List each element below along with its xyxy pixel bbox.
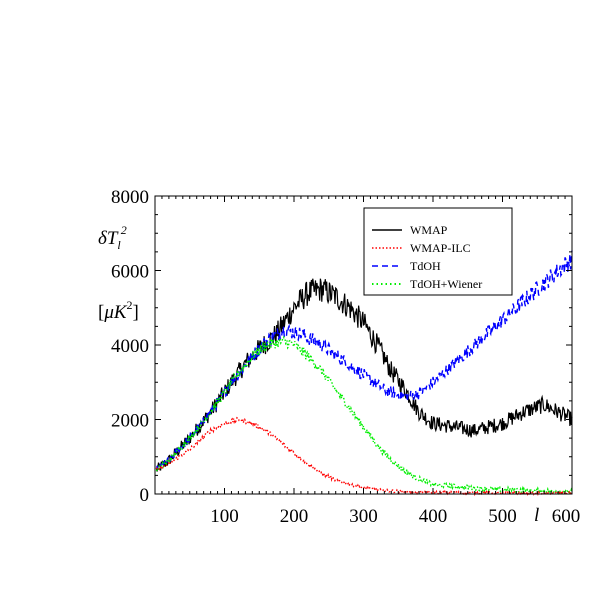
y-axis-label-sup: 2 [121,223,127,237]
ticks-layer: 0 2000 4000 6000 8000 100 200 300 400 500 600 [111,187,580,527]
legend-item-tdoh: TdOH [372,259,441,273]
y-tick-label: 2000 [111,411,149,432]
y-tick-label: 8000 [111,187,149,208]
x-tick-label: 200 [280,506,309,527]
series-line-wmap [155,278,573,472]
legend-item-wmap: WMAP [372,223,448,237]
x-tick-label: 100 [210,506,239,527]
y-axis-label-units: [μK2] [98,298,139,323]
x-tick-label: 500 [488,506,517,527]
legend: WMAP WMAP-ILC TdOH TdOH+Wiener [363,207,513,296]
y-axis-label-sub: l [117,238,121,252]
legend-item-wmap-ilc: WMAP-ILC [372,241,471,255]
legend-label-tdoh-wiener: TdOH+Wiener [410,277,482,291]
legend-label-wmap-ilc: WMAP-ILC [410,241,471,255]
legend-label-tdoh: TdOH [410,259,441,273]
y-tick-label: 0 [140,485,150,506]
y-tick-label: 4000 [111,336,149,357]
legend-item-tdoh-wiener: TdOH+Wiener [372,277,482,291]
y-axis-label-top: δTl2 [98,223,127,252]
x-axis-label: l [534,505,539,526]
x-tick-label: 300 [349,506,378,527]
legend-box [363,207,513,296]
y-axis-label-delta: δT [98,228,119,249]
x-tick-label: 600 [552,506,581,527]
legend-label-wmap: WMAP [410,223,448,237]
x-tick-label: 400 [419,506,448,527]
y-tick-label: 6000 [111,262,149,283]
